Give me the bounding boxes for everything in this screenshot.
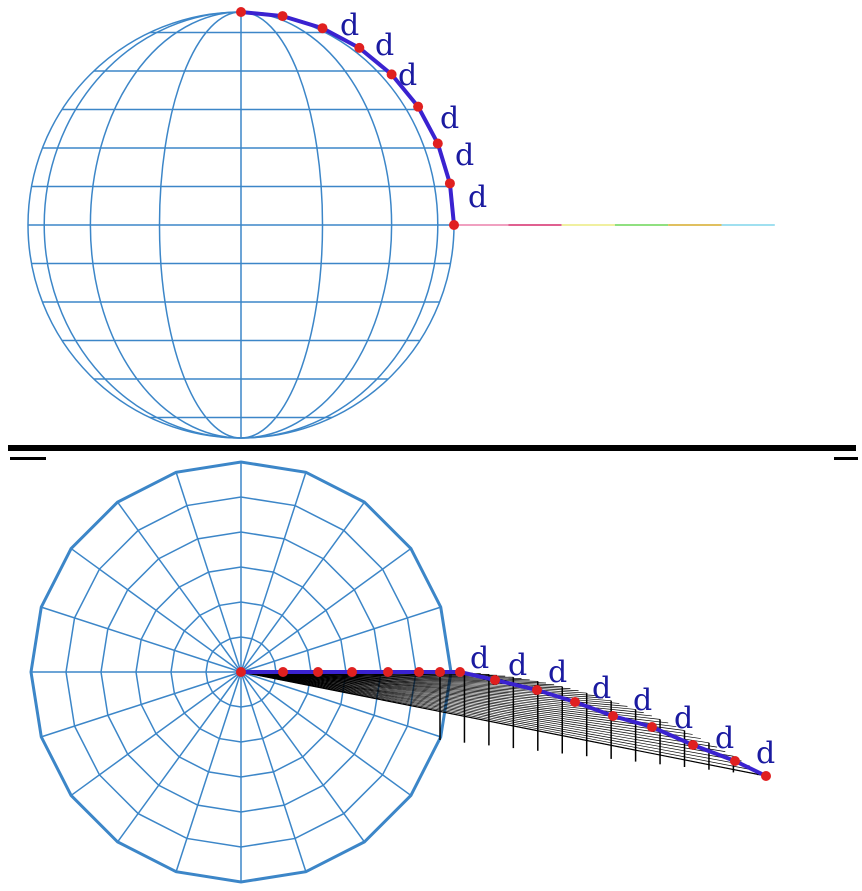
label: d <box>468 180 487 215</box>
point <box>647 722 657 732</box>
label: d <box>508 648 527 683</box>
arc <box>241 12 454 225</box>
label: d <box>633 683 652 718</box>
spoke <box>71 672 241 795</box>
point <box>313 667 323 677</box>
point <box>318 23 328 33</box>
fan <box>241 672 742 761</box>
label: d <box>440 101 459 136</box>
point <box>413 102 423 112</box>
label: d <box>592 671 611 706</box>
label: d <box>375 28 394 63</box>
point <box>455 667 465 677</box>
point <box>570 697 580 707</box>
separator-tick <box>834 457 858 460</box>
point <box>414 667 424 677</box>
spoke <box>118 502 241 672</box>
point <box>730 756 740 766</box>
spoke <box>118 672 241 842</box>
label: d <box>470 641 489 676</box>
point <box>532 685 542 695</box>
point <box>278 667 288 677</box>
point <box>608 711 618 721</box>
point <box>236 667 246 677</box>
point <box>278 11 288 21</box>
point <box>236 7 246 17</box>
point <box>688 740 698 750</box>
label: d <box>715 721 734 756</box>
point <box>435 667 445 677</box>
label: d <box>398 58 417 93</box>
spoke <box>241 672 364 842</box>
separator <box>8 445 856 451</box>
point <box>449 220 459 230</box>
point <box>761 771 771 781</box>
label: d <box>756 736 775 771</box>
separator-tick <box>10 457 46 460</box>
spoke <box>241 672 411 795</box>
point <box>383 667 393 677</box>
spoke <box>71 549 241 672</box>
point <box>387 69 397 79</box>
point <box>354 43 364 53</box>
point <box>445 178 455 188</box>
spoke <box>241 502 364 672</box>
label: d <box>548 655 567 690</box>
figure: dddddddddddddd <box>0 0 862 891</box>
point <box>490 675 500 685</box>
label: d <box>674 701 693 736</box>
spoke <box>241 549 411 672</box>
fan <box>241 672 701 739</box>
point <box>347 667 357 677</box>
point <box>433 138 443 148</box>
marks <box>236 7 775 781</box>
label: d <box>340 8 359 43</box>
label: d <box>455 138 474 173</box>
